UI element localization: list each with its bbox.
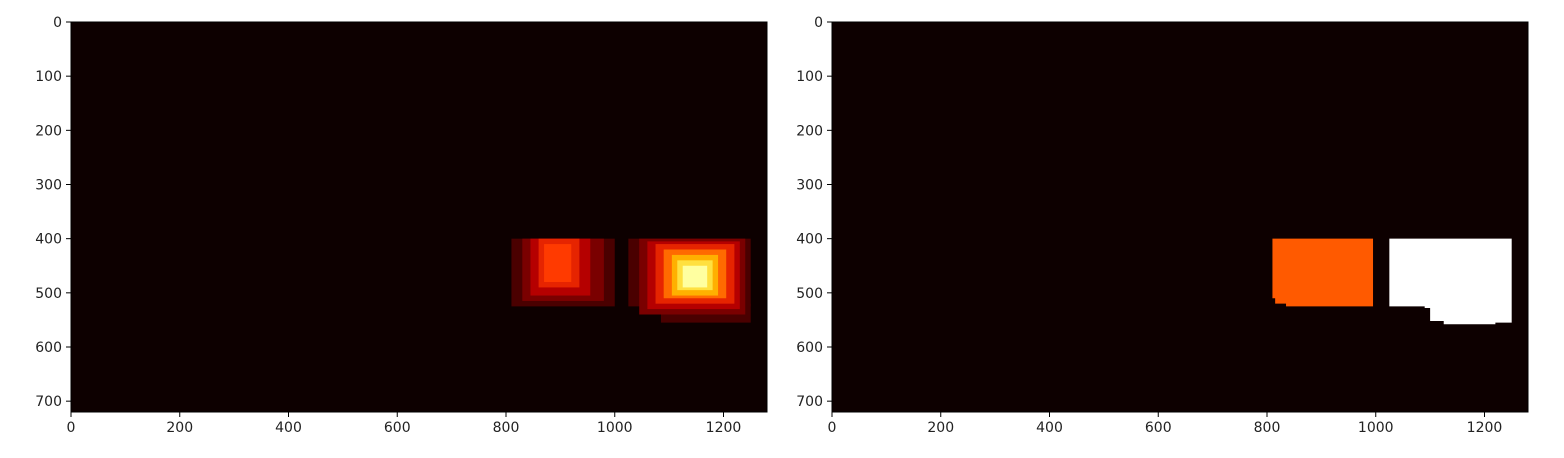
x-tick-label: 0 [67,420,76,436]
x-tick-label: 600 [384,420,411,436]
y-tick-label: 200 [796,123,823,139]
y-tick-label: 400 [35,232,62,248]
y-tick-label: 100 [796,69,823,85]
heat-cell [682,265,708,288]
heatmap-panel: 0 200 400 600 800 1000 1200 0 100 200 300 400 500 600… [35,15,768,436]
x-tick-label: 200 [166,420,193,436]
y-tick-label: 500 [796,286,823,302]
label-map-panel: 0 200 400 600 800 1000 1200 0 100 200 300 400 500 600… [796,15,1529,436]
plot-background [71,22,767,412]
y-tick-label: 0 [53,15,62,31]
y-tick-label: 600 [35,340,62,356]
label-region-2 [1389,238,1512,325]
x-tick-label: 400 [275,420,302,436]
x-tick-label: 600 [1145,420,1172,436]
x-tick-label: 1000 [1358,420,1394,436]
y-tick-label: 300 [35,178,62,194]
y-tick-label: 200 [35,123,62,139]
x-tick-label: 200 [927,420,954,436]
x-tick-label: 1000 [597,420,633,436]
y-tick-label: 300 [796,178,823,194]
label-region-1 [1272,238,1374,307]
x-tick-label: 0 [828,420,837,436]
x-tick-label: 800 [1254,420,1281,436]
y-tick-label: 700 [35,394,62,410]
y-tick-label: 400 [796,232,823,248]
x-tick-label: 1200 [1467,420,1503,436]
y-tick-label: 500 [35,286,62,302]
plot-frame [70,21,768,413]
heat-cell [544,244,572,282]
plot-frame [831,21,1529,413]
y-tick-label: 0 [814,15,823,31]
x-tick-label: 400 [1036,420,1063,436]
y-tick-label: 600 [796,340,823,356]
plot-background [832,22,1528,412]
y-tick-label: 700 [796,394,823,410]
y-tick-label: 100 [35,69,62,85]
x-tick-label: 800 [493,420,520,436]
x-tick-label: 1200 [706,420,742,436]
